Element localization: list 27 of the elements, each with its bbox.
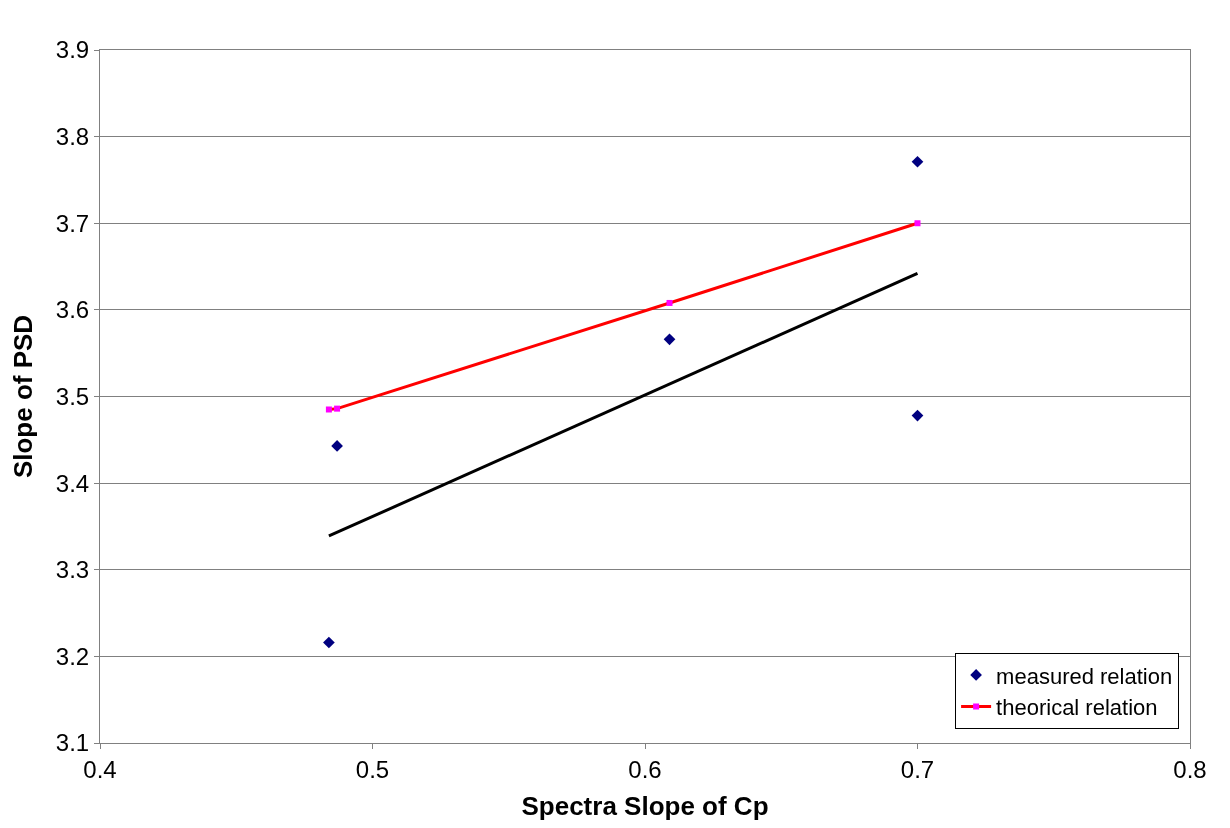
x-tick-label: 0.7 [900,755,935,783]
x-tick-label: 0.5 [355,755,390,783]
y-tick-label: 3.8 [55,123,90,151]
y-tick-label: 3.3 [55,556,90,584]
point [663,333,676,346]
x-tick-label: 0.8 [1173,755,1207,783]
x-axis-title: Spectra Slope of Cp [521,791,769,822]
point [323,636,335,649]
y-tick-label: 3.1 [55,729,90,757]
y-tick-label: 3.9 [55,36,90,64]
point [325,406,332,413]
y-tick-label: 3.4 [55,469,90,497]
point [914,220,921,227]
legend-label: measured relation [996,663,1173,689]
y-axis-title: Slope of PSD [8,314,39,479]
y-tick-label: 3.7 [55,209,90,237]
y-tick-label: 3.6 [55,296,90,324]
point [666,299,673,306]
point [334,405,341,412]
x-tick-label: 0.6 [628,755,662,783]
y-tick-label: 3.5 [55,382,90,410]
point [911,155,924,168]
legend-label: theorical relation [996,695,1158,721]
x-tick-label: 0.4 [83,755,117,783]
point [331,440,343,452]
point [911,409,924,422]
y-tick-label: 3.2 [55,642,90,670]
